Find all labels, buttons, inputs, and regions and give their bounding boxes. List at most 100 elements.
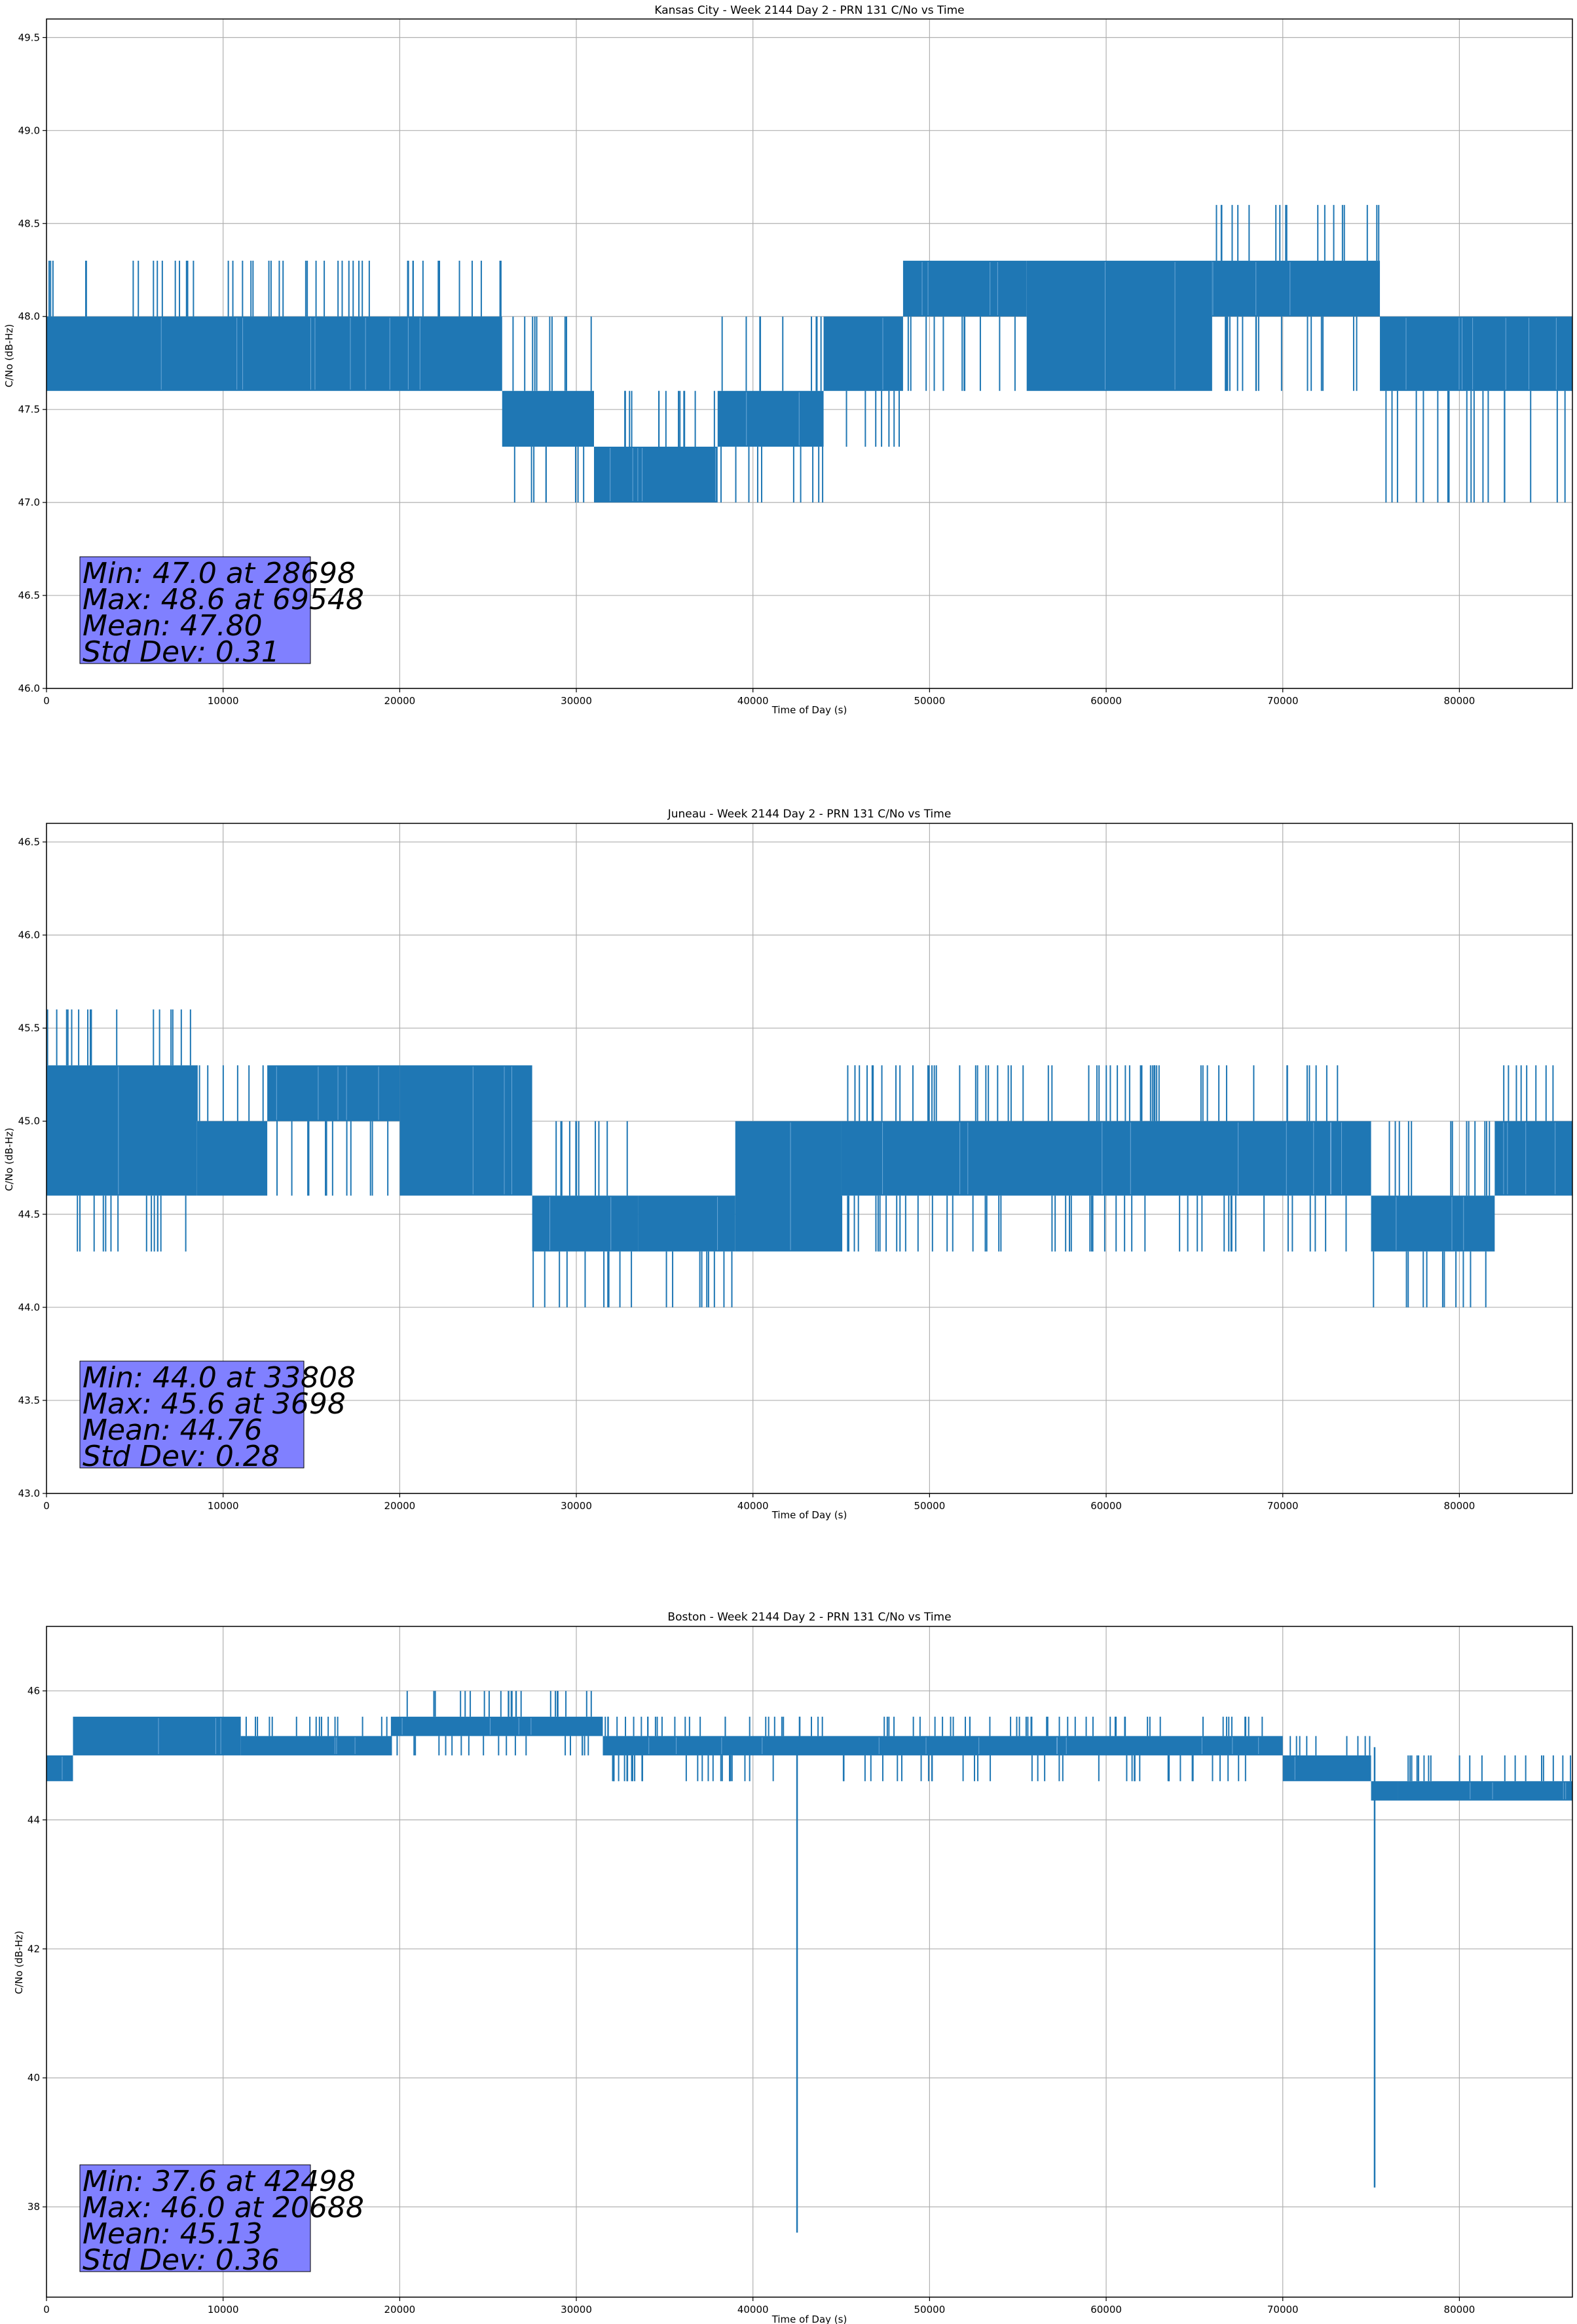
y-tick-label: 43.0	[18, 1488, 40, 1499]
x-tick-label: 70000	[1267, 2304, 1299, 2315]
cno-band	[502, 390, 594, 447]
y-axis-label: C/No (dB-Hz)	[13, 1931, 25, 1995]
x-tick-label: 80000	[1444, 695, 1475, 707]
cno-band	[46, 1755, 73, 1782]
y-tick-label: 46.5	[18, 590, 40, 601]
x-tick-label: 70000	[1267, 1500, 1299, 1512]
x-tick-label: 50000	[914, 695, 946, 707]
x-axis-label: Time of Day (s)	[771, 2314, 847, 2324]
cno-band	[1282, 1755, 1371, 1782]
stats-box	[79, 2164, 311, 2272]
x-tick-label: 20000	[384, 1500, 415, 1512]
x-tick-label: 20000	[384, 2304, 415, 2315]
y-tick-label: 45.0	[18, 1115, 40, 1127]
stats-line: Std Dev: 0.31	[83, 635, 280, 669]
cno-band	[390, 1716, 603, 1736]
y-tick-label: 45.5	[18, 1022, 40, 1034]
stats-line: Max: 45.6 at 3698	[83, 1387, 346, 1421]
cno-band	[267, 1065, 400, 1121]
chart-title: Boston - Week 2144 Day 2 - PRN 131 C/No …	[667, 1611, 951, 1624]
x-tick-label: 30000	[561, 2304, 592, 2315]
y-tick-label: 44	[28, 1814, 40, 1826]
stats-box	[79, 556, 311, 664]
x-tick-label: 30000	[561, 695, 592, 707]
stats-line: Max: 46.0 at 20688	[83, 2191, 364, 2224]
x-tick-label: 10000	[208, 695, 239, 707]
y-tick-label: 38	[28, 2201, 40, 2213]
y-tick-label: 44.5	[18, 1209, 40, 1220]
cno-band	[1371, 1781, 1398, 1801]
x-tick-label: 40000	[737, 2304, 769, 2315]
kansas-city-chart: Kansas City - Week 2144 Day 2 - PRN 131 …	[3, 4, 1573, 716]
y-tick-label: 46.0	[18, 929, 40, 941]
cno-band	[717, 390, 824, 447]
y-tick-label: 43.5	[18, 1395, 40, 1406]
stats-line: Mean: 44.76	[83, 1414, 263, 1447]
y-tick-label: 46.5	[18, 836, 40, 848]
x-tick-label: 10000	[208, 2304, 239, 2315]
stats-line: Min: 37.6 at 42498	[83, 2165, 356, 2198]
y-tick-label: 46	[28, 1685, 40, 1696]
boston-chart: Boston - Week 2144 Day 2 - PRN 131 C/No …	[13, 1611, 1573, 2324]
x-tick-label: 60000	[1090, 695, 1122, 707]
y-tick-label: 49.5	[18, 31, 40, 43]
x-tick-label: 50000	[914, 2304, 946, 2315]
x-tick-label: 20000	[384, 695, 415, 707]
axes-frame	[46, 18, 1573, 689]
cno-band	[735, 1121, 842, 1252]
x-tick-label: 80000	[1444, 2304, 1475, 2315]
axes-frame	[46, 823, 1573, 1494]
stats-line: Mean: 45.13	[83, 2217, 263, 2251]
x-tick-label: 30000	[561, 1500, 592, 1512]
cno-band	[1371, 1195, 1495, 1252]
juneau-chart: Juneau - Week 2144 Day 2 - PRN 131 C/No …	[3, 808, 1573, 1521]
stats-line: Min: 44.0 at 33808	[83, 1361, 356, 1395]
cno-band	[240, 1736, 391, 1755]
data-series	[46, 1009, 1572, 1307]
y-tick-label: 46.0	[18, 683, 40, 694]
x-tick-label: 0	[43, 2304, 50, 2315]
cno-band	[46, 316, 502, 391]
cno-band	[823, 316, 903, 391]
y-tick-label: 49.0	[18, 124, 40, 136]
cno-band	[603, 1736, 1283, 1755]
stats-line: Min: 47.0 at 28698	[83, 557, 356, 590]
stats-line: Std Dev: 0.36	[83, 2243, 280, 2277]
y-tick-label: 42	[28, 1943, 40, 1955]
cno-band	[593, 446, 718, 503]
x-tick-label: 0	[43, 1500, 50, 1512]
chart-title: Kansas City - Week 2144 Day 2 - PRN 131 …	[654, 4, 964, 17]
cno-band	[841, 1121, 1371, 1196]
y-tick-label: 40	[28, 2072, 40, 2084]
x-tick-label: 10000	[208, 1500, 239, 1512]
y-tick-label: 48.5	[18, 217, 40, 229]
stats-box	[79, 1360, 305, 1469]
chart-title: Juneau - Week 2144 Day 2 - PRN 131 C/No …	[667, 808, 952, 821]
cno-band	[1398, 1781, 1572, 1801]
stats-line: Std Dev: 0.28	[83, 1440, 280, 1473]
y-tick-label: 48.0	[18, 310, 40, 322]
x-tick-label: 0	[43, 695, 50, 707]
y-axis-label: C/No (dB-Hz)	[3, 1128, 15, 1191]
cno-band	[638, 1195, 735, 1252]
y-tick-label: 44.0	[18, 1302, 40, 1313]
x-tick-label: 70000	[1267, 695, 1299, 707]
x-axis-label: Time of Day (s)	[771, 1509, 847, 1521]
cno-band	[1494, 1121, 1572, 1196]
x-tick-label: 50000	[914, 1500, 946, 1512]
cno-band	[73, 1716, 241, 1755]
x-tick-label: 60000	[1090, 2304, 1122, 2315]
cno-band	[46, 1065, 197, 1196]
cno-band	[1380, 316, 1572, 391]
cno-band	[902, 261, 1027, 317]
x-axis-label: Time of Day (s)	[771, 704, 847, 716]
y-axis-label: C/No (dB-Hz)	[3, 324, 15, 388]
y-tick-label: 47.5	[18, 403, 40, 415]
stats-line: Mean: 47.80	[83, 609, 263, 643]
x-tick-label: 60000	[1090, 1500, 1122, 1512]
x-tick-label: 40000	[737, 695, 769, 707]
data-series	[46, 1691, 1572, 2233]
stats-line: Max: 48.6 at 69548	[83, 583, 364, 616]
axes-frame	[46, 1626, 1573, 2298]
